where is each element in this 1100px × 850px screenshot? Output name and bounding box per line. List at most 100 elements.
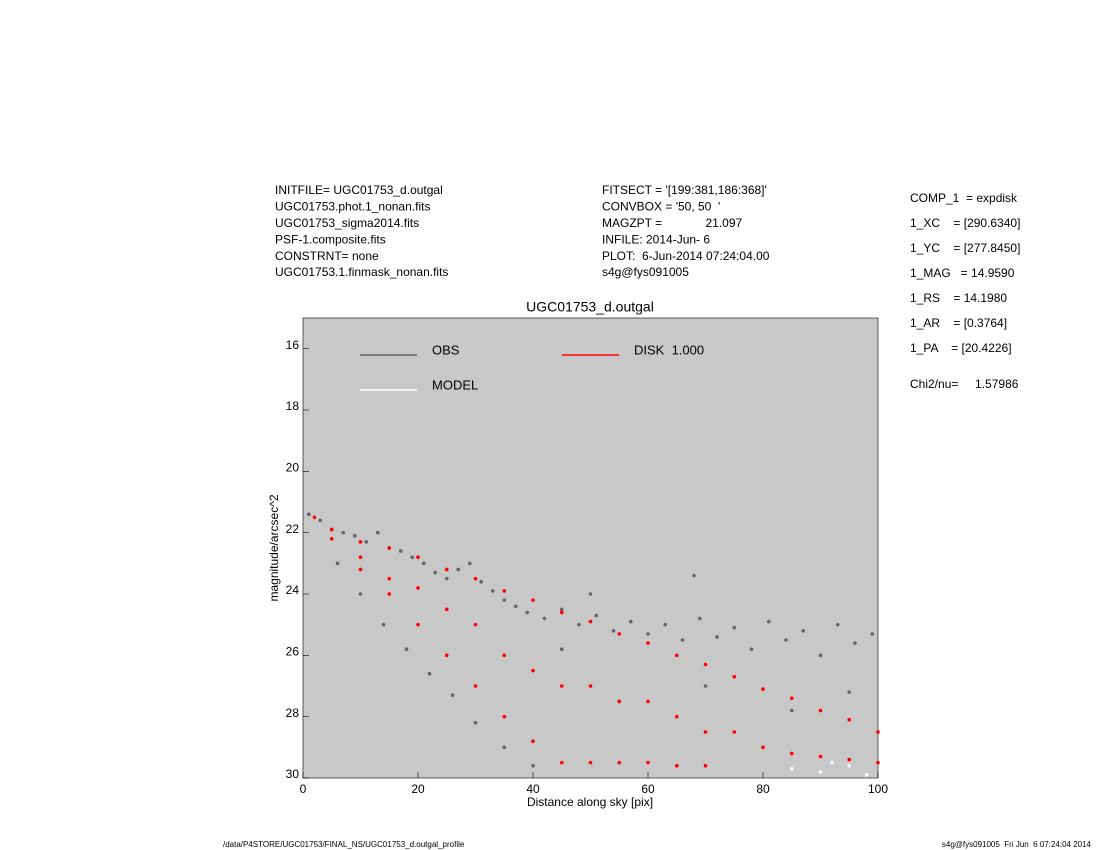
header-left-line: UGC01753.1.finmask_nonan.fits	[275, 265, 448, 279]
data-point	[847, 757, 852, 762]
data-point	[703, 662, 708, 667]
data-point	[715, 635, 719, 639]
data-point	[835, 622, 840, 627]
data-point	[416, 555, 420, 559]
data-point	[387, 592, 392, 596]
data-point	[444, 607, 449, 612]
data-point	[847, 763, 852, 768]
data-point	[502, 598, 507, 602]
data-point	[364, 540, 369, 544]
legend-label: MODEL	[432, 377, 478, 392]
data-point	[801, 629, 806, 633]
data-point	[416, 622, 420, 627]
data-point	[542, 616, 547, 621]
data-point	[531, 739, 535, 743]
data-point	[531, 763, 535, 768]
data-point	[680, 638, 685, 642]
data-point	[864, 773, 869, 777]
fit-parameter: 1_YC = [277.8450]	[910, 241, 1020, 255]
data-point	[588, 684, 593, 688]
data-point	[577, 622, 581, 627]
data-point	[876, 760, 880, 765]
chart-title: UGC01753_d.outgal	[526, 299, 654, 315]
data-point	[663, 622, 668, 627]
data-point	[352, 533, 357, 538]
data-point	[628, 619, 633, 624]
data-point	[784, 638, 788, 642]
data-point	[674, 763, 679, 768]
data-point	[473, 684, 478, 688]
data-point	[450, 693, 455, 697]
header-left-line: UGC01753.phot.1_nonan.fits	[275, 200, 430, 214]
data-point	[588, 619, 593, 624]
data-point	[559, 684, 564, 688]
data-point	[646, 632, 650, 636]
data-point	[312, 515, 317, 520]
fit-parameter: 1_RS = 14.1980	[910, 291, 1007, 305]
data-point	[617, 632, 622, 636]
data-point	[789, 708, 794, 713]
footer-path: /data/P4STORE/UGC01753/FINAL_NS/UGC01753…	[223, 840, 465, 849]
data-point	[410, 555, 415, 559]
data-point	[674, 653, 679, 658]
data-point	[306, 512, 311, 517]
data-point	[358, 540, 363, 544]
data-point	[818, 770, 823, 774]
data-point	[502, 714, 507, 719]
data-point	[473, 576, 478, 581]
header-middle-line: PLOT: 6-Jun-2014 07:24:04.00	[602, 249, 770, 263]
header-left-line: PSF-1.composite.fits	[275, 232, 386, 246]
data-point	[761, 687, 765, 691]
data-point	[703, 763, 708, 768]
data-point	[531, 668, 535, 673]
data-point	[703, 730, 708, 734]
data-point	[358, 555, 363, 559]
y-tick-label: 18	[286, 399, 300, 413]
x-tick-label: 60	[641, 782, 655, 796]
data-point	[876, 730, 880, 734]
x-tick-label: 20	[411, 782, 425, 796]
x-axis-label: Distance along sky [pix]	[527, 795, 653, 809]
data-point	[692, 573, 696, 578]
header-middle-line: FITSECT = '[199:381,186:368]'	[602, 183, 767, 197]
header-middle-line: MAGZPT = 21.097	[602, 216, 742, 230]
data-point	[433, 570, 438, 575]
data-point	[789, 696, 794, 701]
data-point	[761, 745, 765, 750]
data-point	[318, 518, 323, 523]
data-point	[490, 589, 495, 593]
data-point	[732, 625, 737, 630]
data-point	[646, 641, 650, 645]
data-point	[387, 576, 392, 581]
data-point	[329, 527, 334, 532]
y-tick-label: 30	[286, 767, 300, 781]
header-middle-line: CONVBOX = '50, 50 '	[602, 200, 720, 214]
header-left-line: UGC01753_sigma2014.fits	[275, 216, 419, 230]
data-point	[818, 708, 823, 713]
x-tick-label: 40	[526, 782, 540, 796]
data-point	[789, 767, 794, 771]
data-point	[479, 579, 484, 584]
data-point	[749, 647, 754, 651]
y-tick-label: 16	[286, 338, 300, 352]
data-point	[398, 549, 403, 553]
data-point	[732, 675, 737, 679]
data-point	[611, 629, 616, 633]
y-tick-label: 24	[286, 583, 300, 597]
data-point	[427, 671, 432, 676]
fit-parameter: 1_AR = [0.3764]	[910, 316, 1007, 330]
plot-area	[302, 317, 879, 779]
header-middle-line: INFILE: 2014-Jun- 6	[602, 232, 710, 246]
data-point	[473, 721, 478, 725]
data-point	[444, 576, 449, 581]
data-point	[467, 561, 472, 566]
data-point	[416, 586, 420, 590]
data-point	[387, 546, 392, 550]
data-point	[559, 760, 564, 765]
data-point	[559, 607, 564, 612]
data-point	[375, 530, 380, 535]
data-point	[358, 592, 363, 596]
data-point	[818, 653, 823, 658]
data-point	[329, 537, 334, 541]
